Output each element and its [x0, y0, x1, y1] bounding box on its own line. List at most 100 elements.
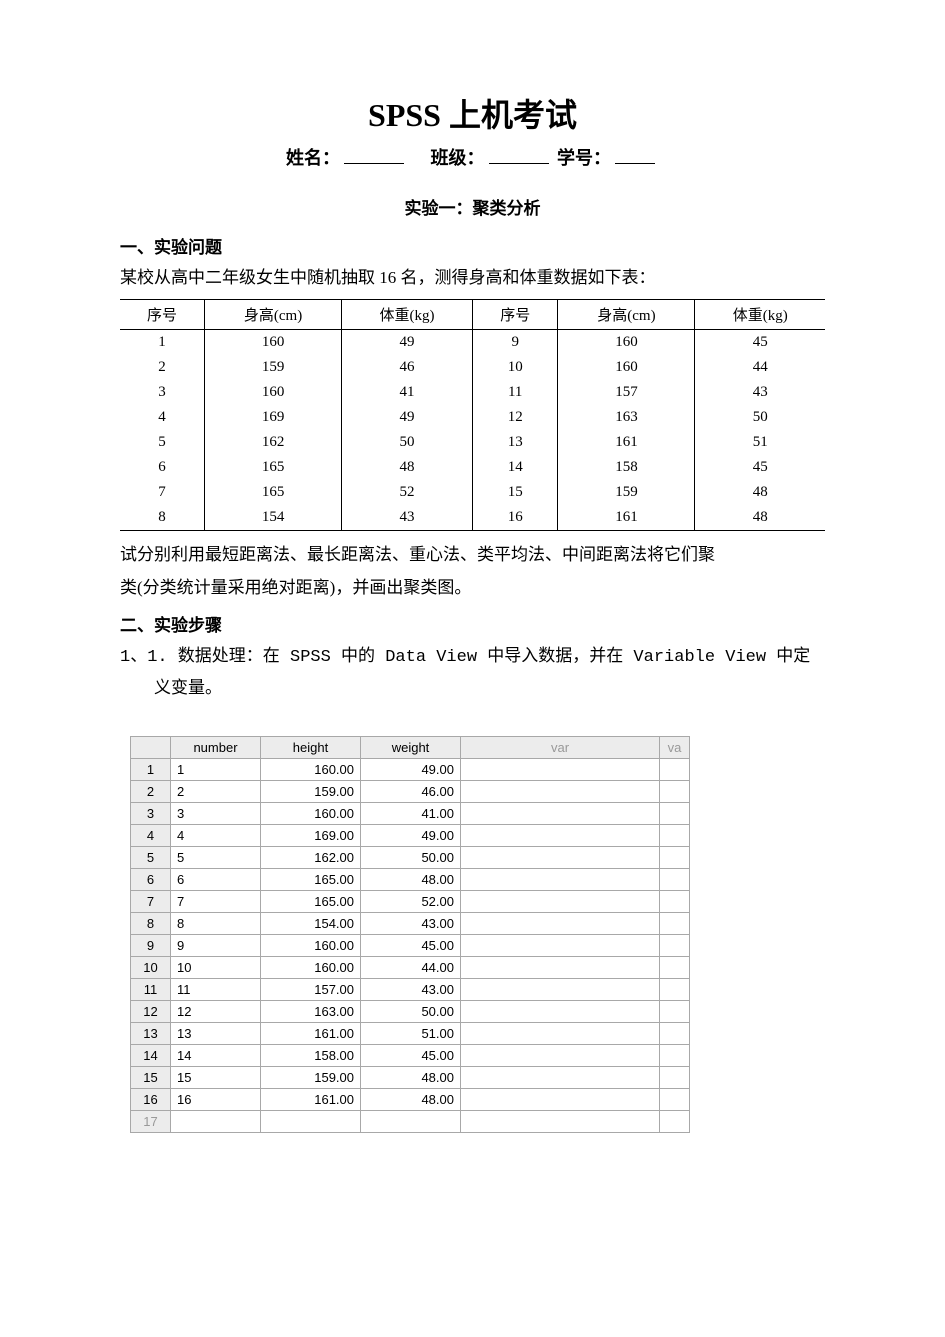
table-cell: 9	[472, 329, 557, 355]
spss-cell-empty	[660, 803, 690, 825]
table-cell: 154	[205, 505, 342, 531]
table-row: 2159461016044	[120, 355, 825, 380]
spss-row: 44169.0049.00	[131, 825, 690, 847]
spss-cell-empty	[461, 781, 660, 803]
spss-cell-empty	[461, 1045, 660, 1067]
spss-row: 1313161.0051.00	[131, 1023, 690, 1045]
spss-cell-height: 165.00	[261, 891, 361, 913]
spss-cell-empty	[660, 1067, 690, 1089]
section-2-head: 二、实验步骤	[120, 611, 825, 636]
spss-cell-empty	[660, 1111, 690, 1133]
table-cell: 8	[120, 505, 205, 531]
table-row: 116049916045	[120, 329, 825, 355]
spss-cell-weight: 51.00	[361, 1023, 461, 1045]
table-row: 7165521515948	[120, 480, 825, 505]
table-cell: 165	[205, 480, 342, 505]
table-cell: 44	[695, 355, 825, 380]
spss-cell-empty	[660, 781, 690, 803]
th: 体重(kg)	[342, 299, 473, 329]
spss-cell-empty	[660, 979, 690, 1001]
after-table-line2: 类(分类统计量采用绝对距离)，并画出聚类图。	[120, 574, 825, 603]
table-cell: 10	[472, 355, 557, 380]
table-cell: 169	[205, 405, 342, 430]
spss-cell-empty	[461, 1089, 660, 1111]
table-cell: 43	[695, 380, 825, 405]
after-table-line1: 试分别利用最短距离法、最长距离法、重心法、类平均法、中间距离法将它们聚	[120, 541, 825, 570]
table-cell: 161	[558, 505, 695, 531]
spss-cell-empty	[461, 1001, 660, 1023]
main-title: SPSS 上机考试	[120, 90, 825, 136]
table-cell: 162	[205, 430, 342, 455]
th: 体重(kg)	[695, 299, 825, 329]
spss-cell-empty	[660, 957, 690, 979]
table-cell: 159	[205, 355, 342, 380]
intro-text: 某校从高中二年级女生中随机抽取 16 名，测得身高和体重数据如下表：	[120, 264, 825, 293]
spss-cell-empty	[461, 869, 660, 891]
spss-cell-weight: 49.00	[361, 825, 461, 847]
spss-row: 1212163.0050.00	[131, 1001, 690, 1023]
spss-cell-empty	[461, 759, 660, 781]
table-cell: 48	[695, 480, 825, 505]
spss-cell-number: 6	[171, 869, 261, 891]
spss-cell-weight: 45.00	[361, 935, 461, 957]
table-cell: 158	[558, 455, 695, 480]
spss-cell-empty	[461, 825, 660, 847]
spss-cell-height: 161.00	[261, 1089, 361, 1111]
spss-row: 1515159.0048.00	[131, 1067, 690, 1089]
spss-cell-weight: 52.00	[361, 891, 461, 913]
step1-l1: 1、1. 数据处理：在 SPSS 中的 Data View 中导入数据，并在 V…	[120, 648, 810, 667]
spss-cell-empty	[361, 1111, 461, 1133]
spss-cell-height: 160.00	[261, 935, 361, 957]
spss-row: 1616161.0048.00	[131, 1089, 690, 1111]
table-row: 8154431616148	[120, 505, 825, 531]
spss-cell-height: 162.00	[261, 847, 361, 869]
section-1-head: 一、实验问题	[120, 233, 825, 258]
name-blank	[344, 146, 404, 164]
id-label: 学号：	[557, 148, 611, 168]
th: 序号	[472, 299, 557, 329]
spss-cell-number: 15	[171, 1067, 261, 1089]
th: 身高(cm)	[558, 299, 695, 329]
spss-col-weight: weight	[361, 737, 461, 759]
table-cell: 43	[342, 505, 473, 531]
spss-cell-weight: 45.00	[361, 1045, 461, 1067]
table-cell: 46	[342, 355, 473, 380]
spss-row-num: 9	[131, 935, 171, 957]
table-row: 4169491216350	[120, 405, 825, 430]
spss-cell-empty	[660, 825, 690, 847]
table-cell: 11	[472, 380, 557, 405]
spss-cell-empty	[461, 935, 660, 957]
spss-row-num: 5	[131, 847, 171, 869]
spss-row: 77165.0052.00	[131, 891, 690, 913]
spss-row-num: 17	[131, 1111, 171, 1133]
spss-cell-empty	[660, 1001, 690, 1023]
spss-cell-weight: 49.00	[361, 759, 461, 781]
spss-row-num: 8	[131, 913, 171, 935]
table-cell: 50	[342, 430, 473, 455]
spss-row-num: 12	[131, 1001, 171, 1023]
spss-row-num: 10	[131, 957, 171, 979]
spss-row: 55162.0050.00	[131, 847, 690, 869]
spss-cell-height: 165.00	[261, 869, 361, 891]
spss-cell-weight: 48.00	[361, 1067, 461, 1089]
spss-row-num: 1	[131, 759, 171, 781]
spss-row-num: 4	[131, 825, 171, 847]
table-row: 3160411115743	[120, 380, 825, 405]
table-cell: 50	[695, 405, 825, 430]
table-cell: 7	[120, 480, 205, 505]
spss-cell-empty	[660, 913, 690, 935]
spss-row: 99160.0045.00	[131, 935, 690, 957]
spss-cell-empty	[461, 847, 660, 869]
spss-cell-number: 11	[171, 979, 261, 1001]
measurements-table: 序号 身高(cm) 体重(kg) 序号 身高(cm) 体重(kg) 116049…	[120, 299, 825, 531]
spss-row-num: 16	[131, 1089, 171, 1111]
spss-cell-height: 157.00	[261, 979, 361, 1001]
spss-cell-height: 160.00	[261, 759, 361, 781]
th: 身高(cm)	[205, 299, 342, 329]
spss-dataview: number height weight var va 11160.0049.0…	[130, 736, 690, 1133]
spss-row-num: 11	[131, 979, 171, 1001]
spss-cell-empty	[461, 957, 660, 979]
step-1-text: 1、1. 数据处理：在 SPSS 中的 Data View 中导入数据，并在 V…	[120, 642, 825, 707]
spss-cell-number: 7	[171, 891, 261, 913]
spss-col-number: number	[171, 737, 261, 759]
